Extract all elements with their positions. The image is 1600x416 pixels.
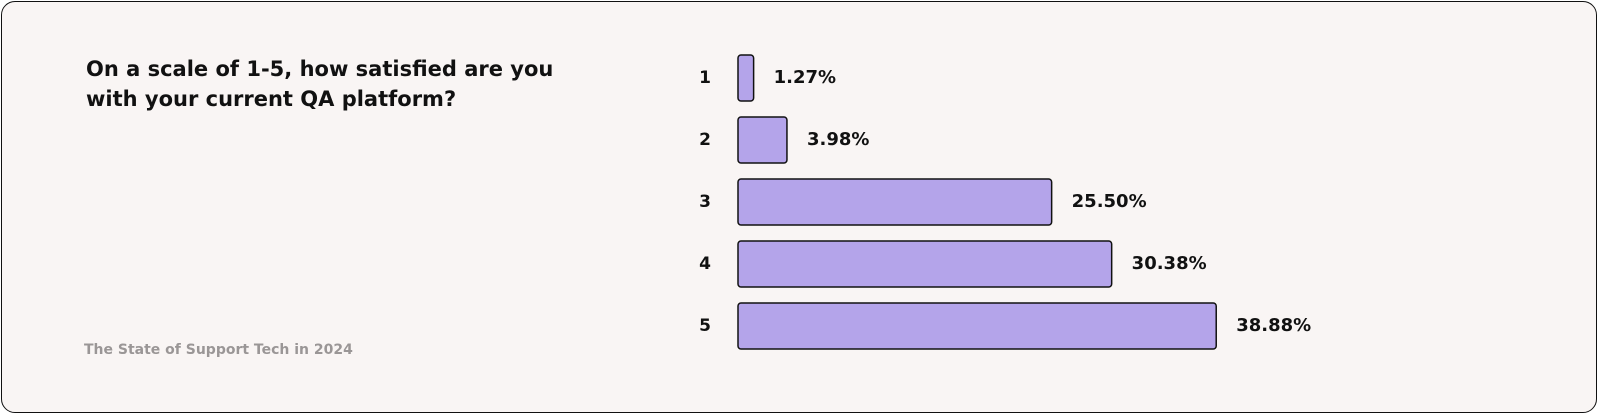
category-label: 4 bbox=[699, 254, 711, 274]
value-label: 30.38% bbox=[1132, 253, 1207, 274]
category-label: 2 bbox=[699, 130, 711, 150]
bar bbox=[737, 54, 755, 102]
bar bbox=[737, 240, 1113, 288]
category-label: 5 bbox=[699, 316, 711, 336]
value-label: 38.88% bbox=[1236, 315, 1311, 336]
value-label: 3.98% bbox=[807, 129, 869, 150]
source: The State of Support Tech in 2024 bbox=[84, 342, 353, 358]
category-label: 3 bbox=[699, 192, 711, 212]
value-label: 1.27% bbox=[774, 67, 836, 88]
bar bbox=[737, 178, 1053, 226]
chart-title: On a scale of 1-5, how satisfied are you… bbox=[86, 57, 554, 111]
bar bbox=[737, 116, 788, 164]
category-label: 1 bbox=[699, 68, 711, 88]
value-label: 25.50% bbox=[1072, 191, 1147, 212]
bar bbox=[737, 302, 1217, 350]
